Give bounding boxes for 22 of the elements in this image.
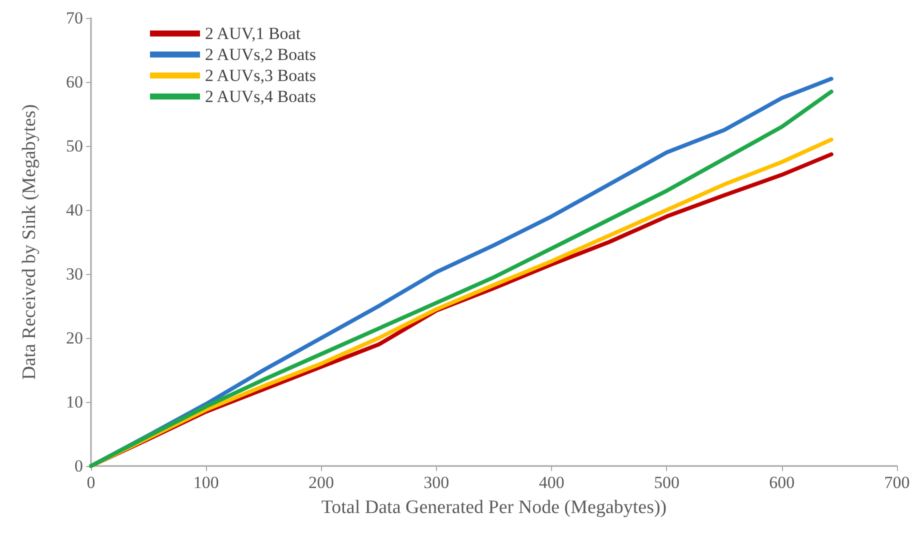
x-tick-label: 0 xyxy=(86,473,96,492)
x-tick-label: 600 xyxy=(769,473,795,492)
y-tick-label: 10 xyxy=(66,392,83,412)
legend-label: 2 AUVs,4 Boats xyxy=(205,87,316,106)
y-tick-label: 40 xyxy=(66,200,83,220)
x-tick-label: 700 xyxy=(884,473,910,492)
legend-label: 2 AUV,1 Boat xyxy=(205,24,301,43)
y-tick-label: 70 xyxy=(66,8,83,28)
y-axis-title: Data Received by Sink (Megabytes) xyxy=(19,104,40,380)
y-tick-label: 30 xyxy=(66,264,83,284)
x-tick-label: 100 xyxy=(193,473,219,492)
x-tick-label: 300 xyxy=(424,473,450,492)
y-tick-label: 50 xyxy=(66,136,83,156)
y-tick-label: 20 xyxy=(66,328,83,348)
legend-label: 2 AUVs,2 Boats xyxy=(205,45,316,64)
y-tick-label: 0 xyxy=(74,456,83,476)
x-axis-title: Total Data Generated Per Node (Megabytes)) xyxy=(321,497,667,518)
y-tick-label: 60 xyxy=(66,72,83,92)
x-tick-label: 400 xyxy=(538,473,564,492)
legend-label: 2 AUVs,3 Boats xyxy=(205,66,316,85)
x-tick-label: 500 xyxy=(654,473,680,492)
x-tick-label: 200 xyxy=(308,473,334,492)
